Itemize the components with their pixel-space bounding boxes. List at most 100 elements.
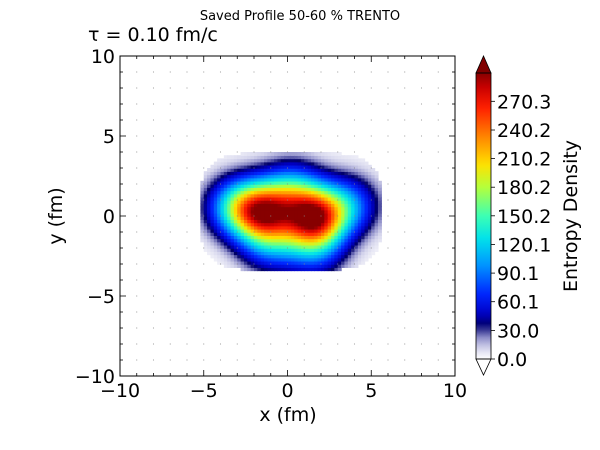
heatmap-cell	[257, 161, 262, 166]
heatmap-cell	[374, 171, 379, 176]
heatmap-cell	[321, 260, 325, 265]
heatmap-cell	[324, 193, 329, 198]
grid-dot	[303, 183, 305, 185]
grid-dot	[404, 263, 406, 265]
grid-dot	[219, 327, 222, 329]
heatmap-cell	[317, 251, 322, 256]
grid-dot	[286, 279, 289, 281]
grid-dot	[353, 199, 356, 201]
heatmap-cell	[230, 232, 235, 236]
heatmap-cell	[300, 235, 305, 240]
grid-dot	[186, 167, 188, 169]
grid-dot	[387, 295, 389, 297]
heatmap-cell	[341, 264, 346, 268]
heatmap-cell	[227, 180, 232, 185]
heatmap-cell	[270, 206, 275, 211]
heatmap-cell	[294, 216, 299, 220]
heatmap-cell	[260, 177, 265, 182]
grid-dot	[420, 279, 423, 281]
heatmap-cell	[237, 177, 242, 182]
heatmap-cell	[331, 174, 335, 179]
heatmap-cell	[307, 222, 312, 227]
heatmap-cell	[284, 254, 289, 259]
heatmap-cell	[213, 206, 218, 211]
grid-dot	[286, 135, 289, 137]
heatmap-cell	[377, 190, 382, 195]
heatmap-cell	[237, 219, 242, 224]
heatmap-cell	[314, 180, 319, 185]
heatmap-cell	[264, 168, 268, 172]
heatmap-cell	[210, 232, 215, 236]
grid-dot	[136, 359, 138, 361]
heatmap-cell	[267, 248, 272, 252]
heatmap-cell	[334, 184, 339, 188]
heatmap-cell	[310, 244, 315, 249]
heatmap-cell	[260, 216, 265, 220]
heatmap-cell	[213, 196, 218, 201]
heatmap-cell	[200, 203, 205, 208]
heatmap-cell	[207, 232, 212, 236]
heatmap-cell	[317, 203, 322, 208]
heatmap-cell	[200, 196, 205, 201]
heatmap-cell	[341, 180, 346, 185]
heatmap-cell	[317, 244, 322, 249]
heatmap-cell	[361, 180, 366, 185]
heatmap-cell	[304, 171, 309, 176]
heatmap-cell	[257, 184, 262, 188]
heatmap-cell	[213, 235, 218, 240]
heatmap-cell	[247, 174, 252, 179]
grid-dot	[236, 327, 238, 329]
heatmap-cell	[230, 251, 235, 256]
heatmap-cell	[243, 187, 248, 192]
heatmap-cell	[240, 193, 245, 198]
heatmap-cell	[230, 164, 235, 169]
heatmap-cell	[277, 216, 282, 220]
heatmap-cell	[284, 164, 289, 169]
heatmap-cell	[223, 193, 228, 198]
heatmap-cell	[341, 168, 346, 172]
heatmap-cell	[351, 232, 356, 236]
heatmap-cell	[327, 257, 332, 262]
heatmap-cell	[237, 206, 242, 211]
heatmap-cell	[203, 190, 208, 195]
heatmap-cell	[220, 232, 225, 236]
heatmap-cell	[280, 225, 285, 230]
heatmap-cell	[351, 206, 356, 211]
heatmap-cell	[210, 190, 215, 195]
heatmap-cell	[354, 203, 359, 208]
heatmap-cell	[294, 219, 299, 224]
grid-dot	[387, 199, 389, 201]
heatmap-cell	[310, 155, 315, 160]
heatmap-cell	[357, 251, 362, 256]
heatmap-cell	[270, 244, 275, 249]
heatmap-cell	[361, 158, 366, 163]
heatmap-cell	[331, 152, 335, 156]
heatmap-cell	[331, 187, 335, 192]
heatmap-cell	[220, 238, 225, 243]
grid-dot	[152, 311, 155, 313]
heatmap-cell	[200, 238, 205, 243]
heatmap-cell	[324, 190, 329, 195]
heatmap-cell	[233, 228, 238, 233]
heatmap-cell	[304, 187, 309, 192]
heatmap-cell	[371, 200, 376, 204]
heatmap-cell	[250, 225, 255, 230]
heatmap-cell	[210, 171, 215, 176]
heatmap-cell	[230, 238, 235, 243]
heatmap-cell	[310, 267, 315, 272]
grid-dot	[337, 295, 339, 297]
colorbar-tick-label: 210.2	[497, 149, 551, 171]
grid-dot	[286, 87, 289, 89]
heatmap-cell	[250, 168, 255, 172]
heatmap-cell	[277, 155, 282, 160]
heatmap-cell	[290, 209, 295, 214]
heatmap-cell	[233, 264, 238, 268]
grid-dot	[270, 231, 272, 233]
heatmap-cell	[264, 264, 268, 268]
heatmap-cell	[233, 168, 238, 172]
grid-dot	[253, 247, 255, 249]
heatmap-cell	[264, 171, 268, 176]
heatmap-cell	[300, 248, 305, 252]
grid-dot	[370, 231, 372, 233]
grid-dot	[270, 215, 272, 217]
